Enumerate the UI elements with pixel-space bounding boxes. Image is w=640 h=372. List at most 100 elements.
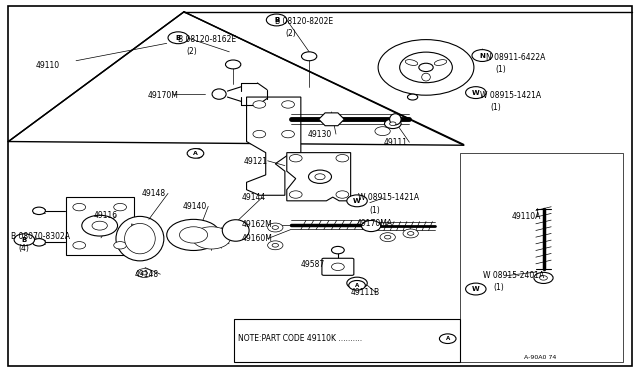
Circle shape bbox=[385, 119, 401, 129]
Circle shape bbox=[268, 241, 283, 250]
Circle shape bbox=[540, 276, 547, 280]
Circle shape bbox=[301, 52, 317, 61]
Circle shape bbox=[390, 122, 396, 126]
Circle shape bbox=[137, 269, 152, 278]
Circle shape bbox=[380, 233, 396, 241]
Text: (1): (1) bbox=[493, 283, 504, 292]
Circle shape bbox=[378, 39, 474, 95]
Circle shape bbox=[225, 60, 241, 69]
Text: (4): (4) bbox=[19, 244, 29, 253]
Circle shape bbox=[167, 219, 220, 250]
Circle shape bbox=[141, 271, 148, 275]
Circle shape bbox=[73, 241, 86, 249]
Circle shape bbox=[33, 207, 45, 215]
Circle shape bbox=[187, 148, 204, 158]
Text: (1): (1) bbox=[495, 65, 506, 74]
Text: 49162M: 49162M bbox=[242, 221, 273, 230]
Circle shape bbox=[14, 234, 35, 246]
Polygon shape bbox=[287, 153, 351, 201]
Text: (2): (2) bbox=[285, 29, 296, 38]
Circle shape bbox=[408, 94, 418, 100]
Text: NOTE:PART CODE 49110K ..........: NOTE:PART CODE 49110K .......... bbox=[238, 334, 362, 343]
Circle shape bbox=[472, 49, 492, 61]
FancyBboxPatch shape bbox=[461, 153, 623, 362]
Circle shape bbox=[253, 131, 266, 138]
Circle shape bbox=[268, 223, 283, 232]
Ellipse shape bbox=[116, 217, 164, 261]
Circle shape bbox=[272, 226, 278, 230]
Ellipse shape bbox=[422, 73, 430, 81]
Polygon shape bbox=[319, 113, 344, 126]
Text: A: A bbox=[355, 283, 359, 288]
Circle shape bbox=[347, 195, 367, 207]
Circle shape bbox=[272, 243, 278, 247]
Circle shape bbox=[82, 215, 118, 236]
Circle shape bbox=[253, 101, 266, 108]
Ellipse shape bbox=[125, 224, 156, 254]
Text: 49148: 49148 bbox=[135, 270, 159, 279]
FancyBboxPatch shape bbox=[8, 6, 632, 366]
Text: B 08120-8202E: B 08120-8202E bbox=[275, 17, 333, 26]
Text: 49587: 49587 bbox=[301, 260, 325, 269]
Circle shape bbox=[192, 227, 230, 249]
Circle shape bbox=[266, 14, 287, 26]
Text: B: B bbox=[175, 35, 181, 41]
Text: (1): (1) bbox=[490, 103, 501, 112]
Circle shape bbox=[336, 191, 349, 198]
Circle shape bbox=[419, 63, 433, 71]
Ellipse shape bbox=[390, 114, 401, 125]
Text: (1): (1) bbox=[369, 206, 380, 215]
Circle shape bbox=[73, 203, 86, 211]
Circle shape bbox=[385, 235, 391, 239]
Circle shape bbox=[375, 127, 390, 136]
Circle shape bbox=[336, 154, 349, 162]
Text: A: A bbox=[193, 151, 198, 156]
Text: 49111B: 49111B bbox=[351, 288, 380, 297]
Text: 49110A: 49110A bbox=[511, 212, 541, 221]
Text: 49116: 49116 bbox=[93, 211, 117, 220]
Circle shape bbox=[332, 246, 344, 254]
Polygon shape bbox=[246, 97, 301, 195]
Text: N 08911-6422A: N 08911-6422A bbox=[486, 52, 545, 61]
Text: 49140: 49140 bbox=[182, 202, 207, 211]
Circle shape bbox=[347, 277, 367, 289]
Circle shape bbox=[362, 221, 381, 232]
Circle shape bbox=[282, 101, 294, 108]
Circle shape bbox=[440, 334, 456, 343]
Circle shape bbox=[466, 87, 486, 99]
Circle shape bbox=[168, 32, 188, 44]
Text: 49144: 49144 bbox=[242, 193, 266, 202]
Text: 49121: 49121 bbox=[243, 157, 268, 166]
Circle shape bbox=[308, 170, 332, 183]
Text: 49170M: 49170M bbox=[148, 91, 179, 100]
Circle shape bbox=[332, 263, 344, 270]
Text: B: B bbox=[274, 17, 279, 23]
Text: 49170MA: 49170MA bbox=[356, 219, 392, 228]
Text: 49130: 49130 bbox=[307, 129, 332, 139]
Text: A-90A0 74: A-90A0 74 bbox=[524, 355, 556, 360]
Circle shape bbox=[282, 131, 294, 138]
FancyBboxPatch shape bbox=[322, 258, 354, 275]
Circle shape bbox=[466, 283, 486, 295]
Text: W: W bbox=[472, 90, 480, 96]
Circle shape bbox=[315, 174, 325, 180]
Text: W: W bbox=[472, 286, 480, 292]
Ellipse shape bbox=[222, 220, 249, 241]
Ellipse shape bbox=[435, 60, 447, 65]
Circle shape bbox=[289, 191, 302, 198]
Ellipse shape bbox=[212, 89, 226, 99]
Circle shape bbox=[408, 232, 414, 235]
Text: W 08915-1421A: W 08915-1421A bbox=[358, 193, 419, 202]
Circle shape bbox=[534, 272, 553, 283]
Text: 49148: 49148 bbox=[141, 189, 165, 198]
Ellipse shape bbox=[195, 148, 203, 158]
Circle shape bbox=[179, 227, 207, 243]
Text: N: N bbox=[479, 52, 485, 58]
Circle shape bbox=[399, 52, 452, 83]
Circle shape bbox=[289, 154, 302, 162]
Circle shape bbox=[353, 280, 362, 286]
Text: W 08915-1421A: W 08915-1421A bbox=[479, 91, 541, 100]
Text: 49110: 49110 bbox=[36, 61, 60, 70]
Circle shape bbox=[92, 221, 108, 230]
Text: B 08070-8302A: B 08070-8302A bbox=[11, 231, 70, 241]
